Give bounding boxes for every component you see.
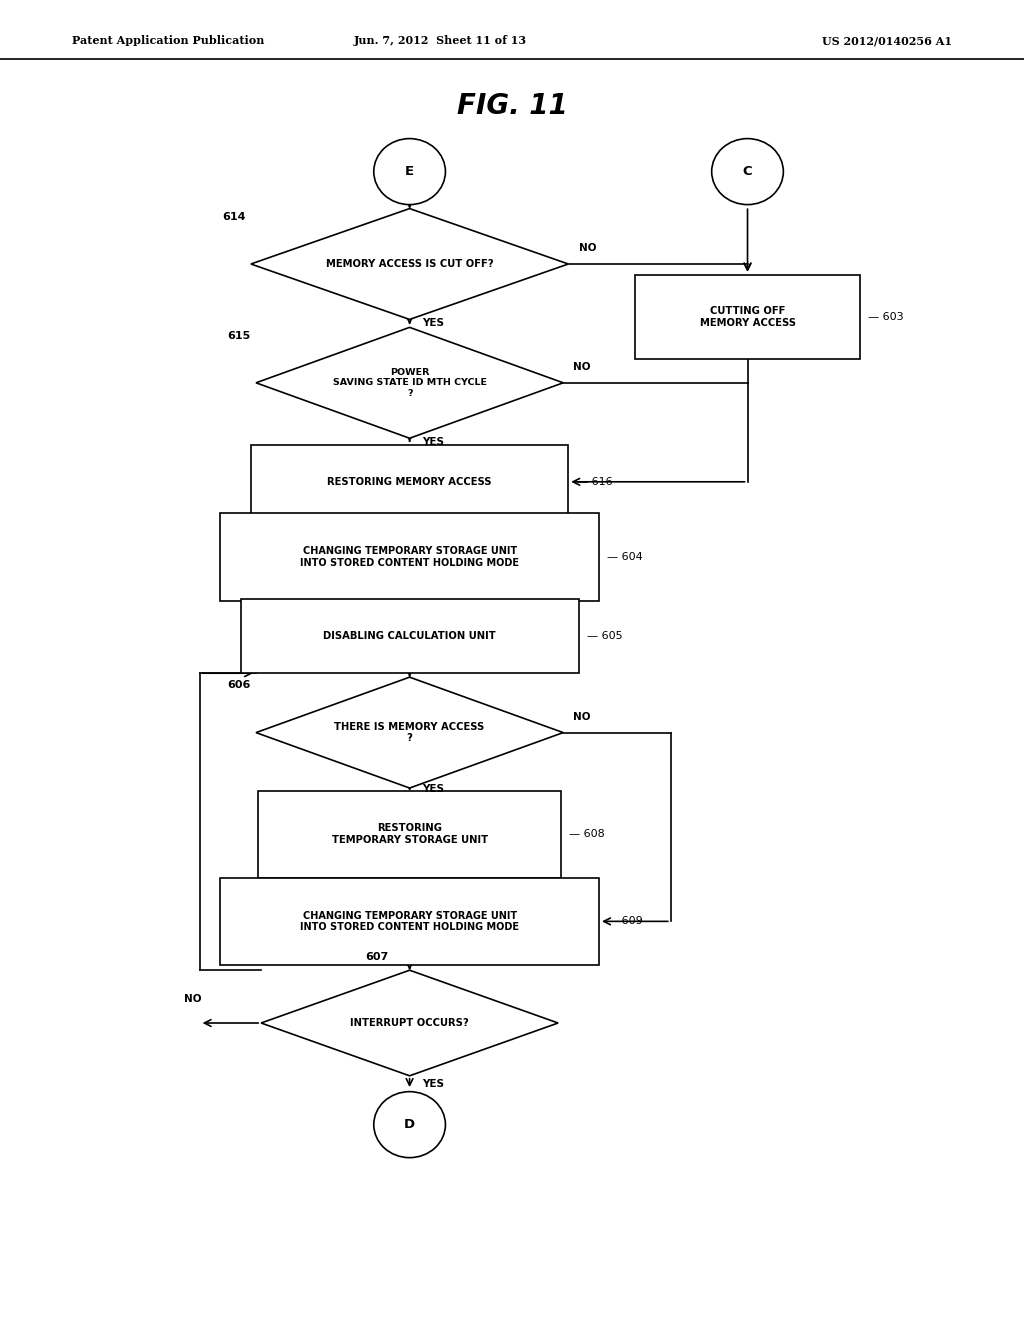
Text: — 605: — 605 [587,631,623,642]
Bar [241,599,579,673]
Bar [220,513,599,601]
Polygon shape [251,209,568,319]
Text: US 2012/0140256 A1: US 2012/0140256 A1 [822,36,952,46]
Text: 614: 614 [222,213,246,222]
Text: — 608: — 608 [569,829,605,840]
Text: YES: YES [422,784,443,795]
Text: — 616: — 616 [577,477,612,487]
Text: NO: NO [573,362,591,372]
Bar [635,275,860,359]
Text: CHANGING TEMPORARY STORAGE UNIT
INTO STORED CONTENT HOLDING MODE: CHANGING TEMPORARY STORAGE UNIT INTO STO… [300,546,519,568]
Text: — 603: — 603 [868,312,904,322]
Text: YES: YES [422,437,443,446]
Text: CUTTING OFF
MEMORY ACCESS: CUTTING OFF MEMORY ACCESS [699,306,796,327]
Text: E: E [406,165,414,178]
Text: Jun. 7, 2012  Sheet 11 of 13: Jun. 7, 2012 Sheet 11 of 13 [353,36,527,46]
Text: Patent Application Publication: Patent Application Publication [72,36,264,46]
Text: 615: 615 [227,331,251,341]
Text: RESTORING MEMORY ACCESS: RESTORING MEMORY ACCESS [328,477,492,487]
Text: RESTORING
TEMPORARY STORAGE UNIT: RESTORING TEMPORARY STORAGE UNIT [332,824,487,845]
Bar [220,878,599,965]
Ellipse shape [374,139,445,205]
Polygon shape [256,327,563,438]
Text: INTERRUPT OCCURS?: INTERRUPT OCCURS? [350,1018,469,1028]
Text: NO: NO [184,994,202,1005]
Polygon shape [256,677,563,788]
Text: NO: NO [579,243,596,253]
Text: 606: 606 [227,681,251,690]
Text: THERE IS MEMORY ACCESS
?: THERE IS MEMORY ACCESS ? [335,722,484,743]
Ellipse shape [712,139,783,205]
Text: 607: 607 [366,952,388,962]
Text: C: C [742,165,753,178]
Polygon shape [261,970,558,1076]
Text: MEMORY ACCESS IS CUT OFF?: MEMORY ACCESS IS CUT OFF? [326,259,494,269]
Text: YES: YES [422,318,443,329]
Text: YES: YES [422,1078,443,1089]
Text: — 604: — 604 [607,552,643,562]
Text: CHANGING TEMPORARY STORAGE UNIT
INTO STORED CONTENT HOLDING MODE: CHANGING TEMPORARY STORAGE UNIT INTO STO… [300,911,519,932]
Ellipse shape [374,1092,445,1158]
Text: NO: NO [573,711,591,722]
Text: POWER
SAVING STATE ID MTH CYCLE
?: POWER SAVING STATE ID MTH CYCLE ? [333,368,486,397]
Bar [258,791,561,878]
Bar [251,445,568,519]
Text: D: D [404,1118,415,1131]
Text: — 609: — 609 [607,916,643,927]
Text: DISABLING CALCULATION UNIT: DISABLING CALCULATION UNIT [324,631,496,642]
Text: FIG. 11: FIG. 11 [457,91,567,120]
